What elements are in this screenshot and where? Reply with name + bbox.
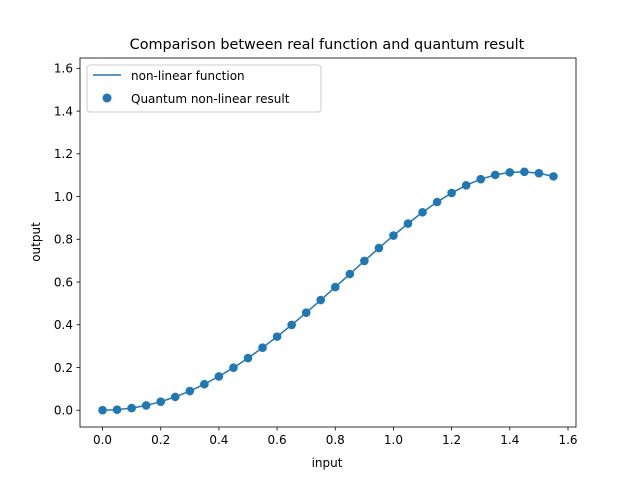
x-tick-label: 0.6 bbox=[268, 433, 287, 447]
y-tick-label: 1.2 bbox=[54, 147, 73, 161]
data-point-quantum-result bbox=[447, 188, 456, 198]
x-tick-label: 1.0 bbox=[384, 433, 403, 447]
data-point-quantum-result bbox=[185, 386, 195, 396]
data-point-quantum-result bbox=[432, 197, 442, 207]
data-point-quantum-result bbox=[229, 363, 238, 372]
data-point-quantum-result bbox=[330, 282, 340, 292]
x-tick-label: 1.4 bbox=[500, 433, 519, 447]
data-point-quantum-result bbox=[360, 256, 369, 266]
data-point-quantum-result bbox=[534, 168, 544, 178]
y-tick-label: 1.6 bbox=[54, 62, 73, 76]
x-axis-label: input bbox=[312, 456, 343, 470]
y-axis-label: output bbox=[29, 222, 43, 262]
data-point-quantum-result bbox=[170, 392, 180, 402]
y-tick-label: 0.0 bbox=[54, 404, 73, 418]
legend-label-line: non-linear function bbox=[131, 69, 245, 83]
x-tick-label: 0.4 bbox=[209, 433, 228, 447]
data-point-quantum-result bbox=[214, 372, 224, 381]
data-point-quantum-result bbox=[243, 353, 253, 363]
x-tick-label: 0.8 bbox=[326, 433, 345, 447]
data-point-quantum-result bbox=[156, 397, 166, 406]
data-point-quantum-result bbox=[345, 269, 355, 279]
axes-frame bbox=[79, 57, 577, 428]
y-tick-label: 1.0 bbox=[54, 190, 73, 204]
data-point-quantum-result bbox=[287, 320, 296, 330]
legend-label-scatter: Quantum non-linear result bbox=[131, 92, 290, 106]
data-point-quantum-result bbox=[258, 343, 267, 353]
data-point-quantum-result bbox=[505, 168, 515, 177]
y-tick-label: 0.8 bbox=[54, 233, 73, 247]
y-tick-label: 0.6 bbox=[54, 275, 73, 289]
data-point-quantum-result bbox=[490, 170, 500, 180]
x-tick-label: 0.2 bbox=[151, 433, 170, 447]
data-point-quantum-result bbox=[403, 219, 413, 228]
data-point-quantum-result bbox=[549, 172, 558, 181]
data-point-quantum-result bbox=[301, 308, 311, 317]
data-point-quantum-result bbox=[200, 379, 209, 389]
data-point-quantum-result bbox=[98, 405, 107, 415]
x-tick-label: 1.2 bbox=[442, 433, 461, 447]
data-point-quantum-result bbox=[127, 403, 136, 413]
data-point-quantum-result bbox=[476, 174, 486, 184]
y-tick-label: 0.2 bbox=[54, 361, 73, 375]
y-tick-label: 0.4 bbox=[54, 318, 73, 332]
data-point-quantum-result bbox=[374, 243, 384, 253]
data-point-quantum-result bbox=[272, 332, 282, 341]
plot-area: 0.0 0.2 0.4 0.6 0.8 1.0 1.2 1.4 1.6 0.0 0.2 0.4 0.6 0… bbox=[54, 57, 578, 447]
chart-title: Comparison between real function and qua… bbox=[130, 37, 525, 53]
data-point-quantum-result bbox=[316, 295, 326, 305]
data-point-quantum-result bbox=[389, 231, 398, 240]
x-tick-label: 0.0 bbox=[93, 433, 112, 447]
data-point-quantum-result bbox=[112, 405, 122, 414]
legend: non-linear function Quantum non-linear r… bbox=[86, 64, 322, 113]
legend-marker-swatch bbox=[102, 93, 112, 103]
legend-frame bbox=[86, 64, 322, 113]
y-tick-label: 1.4 bbox=[54, 104, 73, 118]
x-tick-label: 1.6 bbox=[558, 433, 577, 447]
data-point-quantum-result bbox=[520, 167, 529, 177]
data-point-quantum-result bbox=[461, 180, 471, 190]
data-point-quantum-result bbox=[418, 207, 427, 217]
data-point-quantum-result bbox=[141, 401, 151, 410]
